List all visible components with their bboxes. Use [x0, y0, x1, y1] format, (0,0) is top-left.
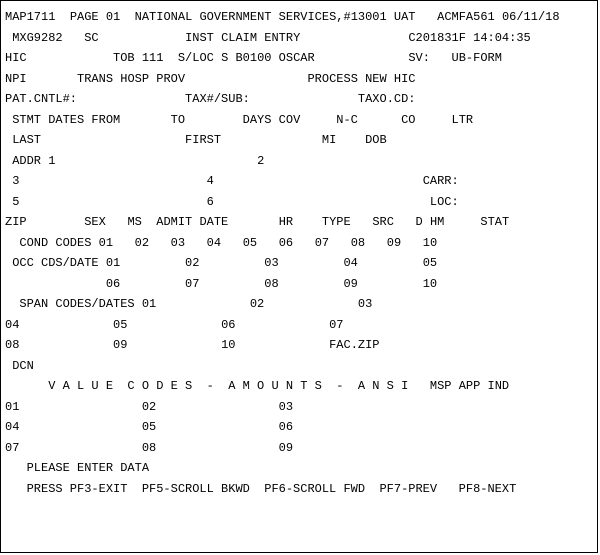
row-hic: HIC TOB 111 S/LOC S B0100 OSCAR SV: UB-F…	[5, 48, 593, 69]
row-occ-cds-2: 06 07 08 09 10	[5, 274, 593, 295]
carr: CARR:	[423, 175, 459, 187]
page-num: PAGE 01	[70, 11, 120, 23]
mx-id: MXG9282	[12, 32, 62, 44]
ms: MS	[127, 216, 141, 228]
row-zip: ZIP SEX MS ADMIT DATE HR TYPE SRC D HM S…	[5, 212, 593, 233]
npi-label: NPI	[5, 73, 27, 85]
sv: SV:	[408, 52, 430, 64]
function-keys[interactable]: PRESS PF3-EXIT PF5-SCROLL BKWD PF6-SCROL…	[5, 483, 516, 495]
co: CO	[401, 114, 415, 126]
type: TYPE	[322, 216, 351, 228]
screen-title: INST CLAIM ENTRY	[185, 32, 300, 44]
addr-4: 4	[207, 175, 214, 187]
row-vc-2: 04 05 06	[5, 417, 593, 438]
dob: DOB	[365, 134, 387, 146]
date: 06/11/18	[502, 11, 560, 23]
tob: TOB 111	[113, 52, 163, 64]
row-stmt: STMT DATES FROM TO DAYS COV N-C CO LTR	[5, 110, 593, 131]
row-value-codes: V A L U E C O D E S - A M O U N T S - A …	[5, 376, 593, 397]
taxo-cd: TAXO.CD:	[358, 93, 416, 105]
map-id: MAP1711	[5, 11, 55, 23]
cond-codes: COND CODES	[5, 237, 91, 249]
value-codes-header: V A L U E C O D E S - A M O U N T S - A …	[48, 380, 408, 392]
addr-6: 6	[207, 196, 214, 208]
row-addr1: ADDR 1 2	[5, 151, 593, 172]
admit-date: ADMIT DATE	[156, 216, 228, 228]
row-vc-3: 07 08 09	[5, 438, 593, 459]
nc: N-C	[336, 114, 358, 126]
dhm: D HM	[416, 216, 445, 228]
addr-2: 2	[257, 155, 264, 167]
fac-zip: FAC.ZIP	[329, 339, 379, 351]
org-name: NATIONAL GOVERNMENT SERVICES,#13001 UAT	[135, 11, 416, 23]
row-fkeys: PRESS PF3-EXIT PF5-SCROLL BKWD PF6-SCROL…	[5, 479, 593, 500]
zip: ZIP	[5, 216, 27, 228]
row-dcn: DCN	[5, 356, 593, 377]
mi: MI	[322, 134, 336, 146]
row-occ-cds: OCC CDS/DATE 01 02 03 04 05	[5, 253, 593, 274]
addr-3: 3	[5, 175, 19, 187]
loc: LOC:	[430, 196, 459, 208]
to: TO	[171, 114, 185, 126]
row-name: LAST FIRST MI DOB	[5, 130, 593, 151]
enter-data-prompt: PLEASE ENTER DATA	[5, 462, 149, 474]
msp-app-ind: MSP APP IND	[430, 380, 509, 392]
stat: STAT	[480, 216, 509, 228]
row-prompt: PLEASE ENTER DATA	[5, 458, 593, 479]
addr1: ADDR 1	[5, 155, 55, 167]
dcn: DCN	[5, 360, 34, 372]
src: SRC	[372, 216, 394, 228]
row-cond-codes: COND CODES 01 02 03 04 05 06 07 08 09 10	[5, 233, 593, 254]
tax-sub: TAX#/SUB:	[185, 93, 250, 105]
header-row-1: MAP1711 PAGE 01 NATIONAL GOVERNMENT SERV…	[5, 7, 593, 28]
prog-id: ACMFA561	[437, 11, 495, 23]
span-codes: SPAN CODES/DATES	[5, 298, 135, 310]
header-row-2: MXG9282 SC INST CLAIM ENTRY C201831F 14:…	[5, 28, 593, 49]
stmt-dates: STMT DATES FROM	[5, 114, 120, 126]
terminal-screen: MAP1711 PAGE 01 NATIONAL GOVERNMENT SERV…	[0, 0, 598, 553]
ltr: LTR	[452, 114, 474, 126]
addr-5: 5	[5, 196, 19, 208]
hic-label: HIC	[5, 52, 27, 64]
time: 14:04:35	[473, 32, 531, 44]
row-npi: NPI TRANS HOSP PROV PROCESS NEW HIC	[5, 69, 593, 90]
c2: C201831F	[408, 32, 466, 44]
row-addr5: 5 6 LOC:	[5, 192, 593, 213]
sc: SC	[84, 32, 98, 44]
row-vc-1: 01 02 03	[5, 397, 593, 418]
pat-cntl: PAT.CNTL#:	[5, 93, 77, 105]
sex: SEX	[84, 216, 106, 228]
row-span-codes: SPAN CODES/DATES 01 02 03	[5, 294, 593, 315]
days-cov: DAYS COV	[243, 114, 301, 126]
row-span-2: 04 05 06 07	[5, 315, 593, 336]
thp: TRANS HOSP PROV	[77, 73, 185, 85]
last: LAST	[5, 134, 41, 146]
row-pat: PAT.CNTL#: TAX#/SUB: TAXO.CD:	[5, 89, 593, 110]
row-span-3: 08 09 10 FAC.ZIP	[5, 335, 593, 356]
pnh: PROCESS NEW HIC	[307, 73, 415, 85]
sloc: S/LOC S B0100 OSCAR	[178, 52, 315, 64]
occ-cds: OCC CDS/DATE	[5, 257, 99, 269]
ub-form: UB-FORM	[452, 52, 502, 64]
first: FIRST	[185, 134, 221, 146]
row-addr3: 3 4 CARR:	[5, 171, 593, 192]
hr: HR	[279, 216, 293, 228]
